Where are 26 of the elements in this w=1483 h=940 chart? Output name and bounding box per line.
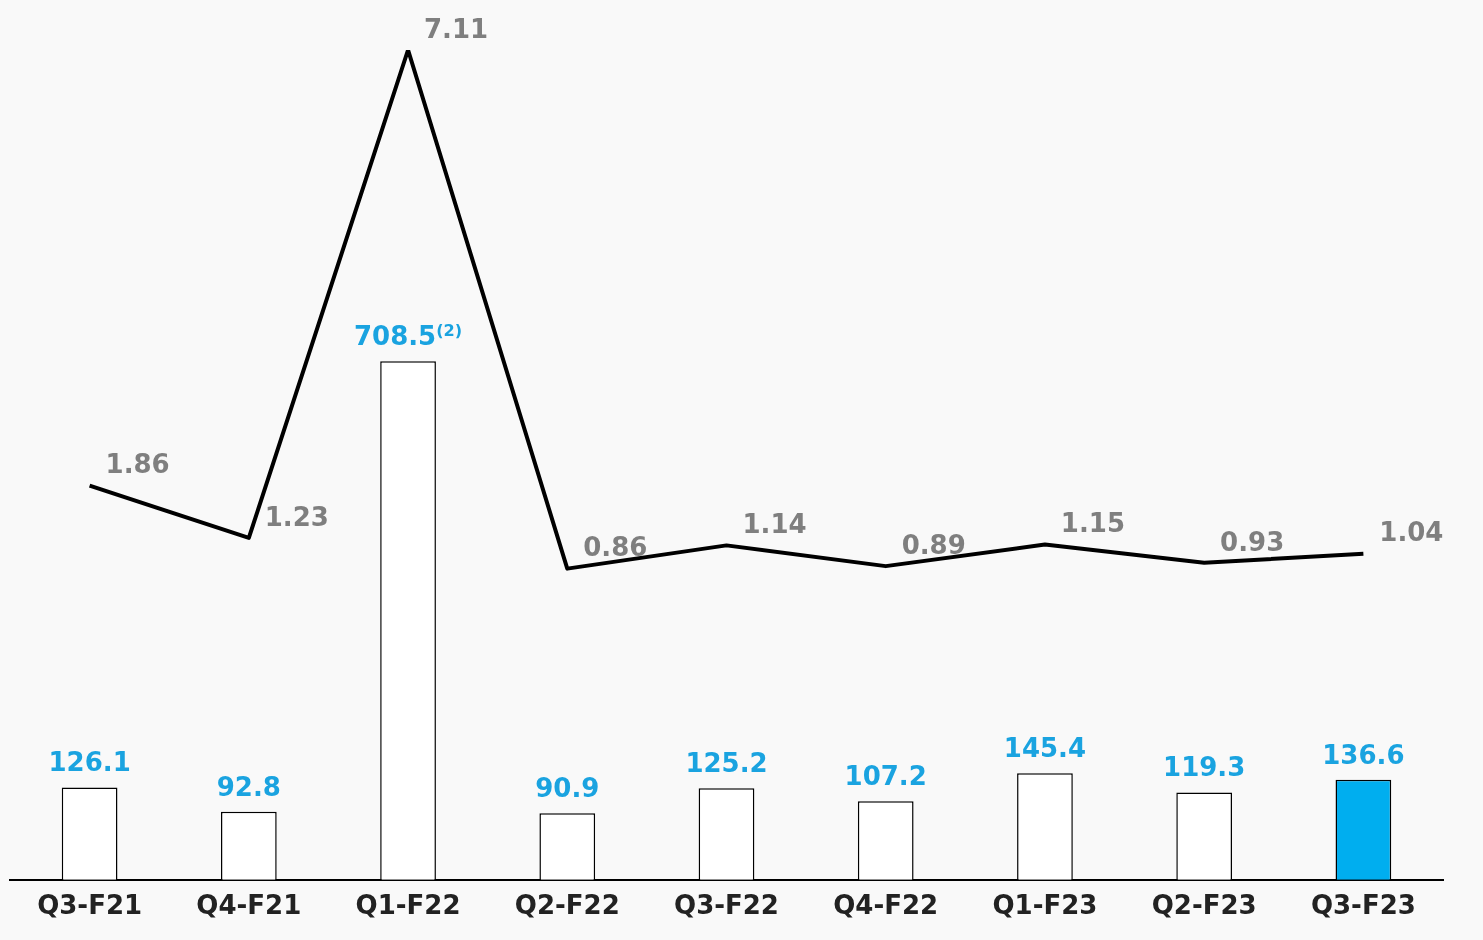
data-label: 126.1: [48, 747, 131, 778]
data-label: 1.86: [105, 449, 170, 480]
data-label: 107.2: [844, 761, 927, 792]
data-label: 119.3: [1163, 752, 1246, 783]
data-label: 1.04: [1379, 517, 1444, 548]
x-tick-label: Q3-F21: [37, 890, 143, 921]
data-label: 1.14: [742, 509, 807, 540]
x-tick-label: Q3-F22: [674, 890, 779, 921]
x-tick-label: Q2-F22: [514, 890, 620, 921]
data-label: 1.15: [1060, 508, 1126, 539]
x-tick-label: Q3-F23: [1310, 890, 1416, 921]
data-label: 7.11: [423, 13, 489, 44]
x-tick-label: Q1-F22: [355, 890, 461, 921]
data-label: 136.6: [1322, 739, 1405, 770]
data-label: 0.86: [583, 532, 648, 563]
x-tick-label: Q4-F22: [833, 890, 939, 921]
data-label: 90.9: [535, 773, 600, 804]
data-label: 0.93: [1220, 526, 1285, 557]
data-label: 1.23: [264, 501, 329, 532]
data-label: 145.4: [1003, 733, 1087, 764]
data-label: 92.8: [216, 771, 281, 802]
x-tick-label: Q1-F23: [992, 890, 1098, 921]
data-label: 0.89: [901, 529, 966, 560]
x-tick-label: Q4-F21: [196, 890, 302, 921]
data-label: 125.2: [685, 747, 768, 778]
x-tick-label: Q2-F23: [1151, 890, 1257, 921]
